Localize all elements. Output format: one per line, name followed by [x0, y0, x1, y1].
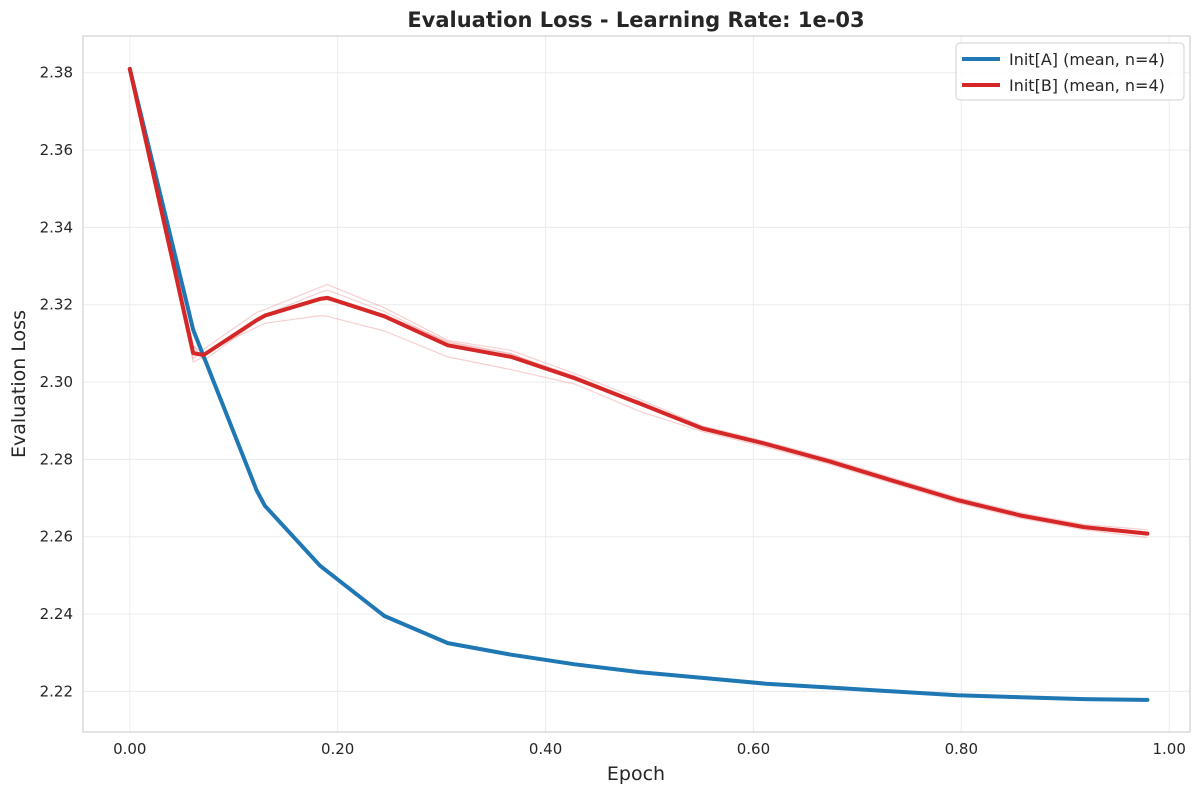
plot-frame: [82, 35, 1191, 733]
y-tick-label: 2.38: [40, 64, 73, 82]
y-axis-label: Evaluation Loss: [8, 310, 30, 458]
grid: [83, 36, 1190, 732]
legend-label-init-b: Init[B] (mean, n=4): [1009, 76, 1165, 95]
legend-box: [955, 42, 1185, 101]
legend: Init[A] (mean, n=4) Init[B] (mean, n=4): [955, 42, 1185, 101]
x-tick-label: 0.60: [737, 740, 770, 758]
y-tick-label: 2.32: [40, 296, 73, 314]
y-tick-label: 2.24: [40, 605, 73, 623]
y-tick-label: 2.26: [40, 528, 73, 546]
run-line-init-b: [129, 68, 1148, 531]
y-tick-label: 2.34: [40, 218, 73, 236]
x-tick-label: 0.20: [321, 740, 354, 758]
chart-title: Evaluation Loss - Learning Rate: 1e-03: [407, 8, 864, 32]
y-tick-label: 2.22: [40, 682, 73, 700]
x-axis-label: Epoch: [607, 763, 665, 785]
x-tick-label: 0.40: [529, 740, 562, 758]
y-tick-label: 2.28: [40, 450, 73, 468]
series-line-init-b: [127, 66, 1150, 536]
y-tick-label: 2.36: [40, 141, 73, 159]
x-tick-label: 0.00: [113, 740, 146, 758]
mean-series: [127, 66, 1150, 702]
x-axis-ticks: 0.00 0.20 0.40 0.60 0.80 1.00: [113, 740, 1186, 758]
x-tick-label: 1.00: [1153, 740, 1186, 758]
y-axis-ticks: 2.22 2.24 2.26 2.28 2.30 2.32 2.34 2.36 2.38: [40, 64, 73, 701]
x-tick-label: 0.80: [945, 740, 978, 758]
run-line-init-b: [129, 68, 1148, 539]
series-line-init-a: [127, 66, 1150, 702]
y-tick-label: 2.30: [40, 373, 73, 391]
legend-label-init-a: Init[A] (mean, n=4): [1009, 50, 1165, 69]
